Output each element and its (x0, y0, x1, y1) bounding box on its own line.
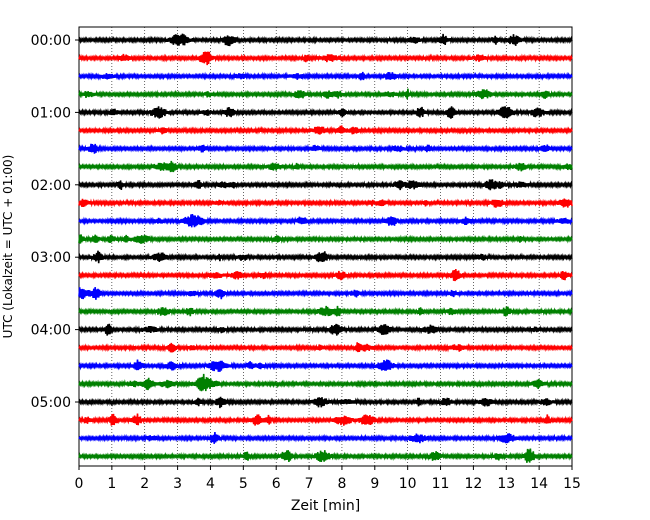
trace-line (78, 448, 573, 463)
x-tick-label: 4 (206, 476, 215, 492)
x-tick-label: 9 (370, 476, 379, 492)
x-tick-label: 2 (140, 476, 149, 492)
trace-line (78, 359, 573, 372)
x-tick-label: 1 (107, 476, 116, 492)
x-tick-label: 6 (272, 476, 281, 492)
y-axis-label: UTC (Lokalzeit = UTC + 01:00) (1, 155, 15, 339)
trace-line (78, 214, 573, 228)
trace-line (78, 33, 573, 47)
trace-line (78, 413, 573, 426)
x-tick-label: 3 (173, 476, 182, 492)
x-tick-label: 5 (239, 476, 248, 492)
grid-layer (111, 27, 540, 466)
plot-frame (78, 26, 573, 467)
trace-line (78, 51, 573, 66)
x-tick-label: 12 (464, 476, 482, 492)
trace-line (78, 373, 573, 392)
trace-line (78, 234, 573, 244)
x-tick-label: 8 (337, 476, 346, 492)
trace-line (78, 71, 573, 81)
trace-line (78, 106, 573, 119)
trace-line (78, 160, 573, 173)
trace-line (78, 198, 573, 208)
trace-line (78, 431, 573, 444)
y-tick-label: 03:00 (31, 250, 71, 266)
y-tick-label: 05:00 (31, 395, 71, 411)
x-axis-label: Zeit [min] (291, 498, 360, 514)
trace-line (78, 323, 573, 336)
trace-line (78, 143, 573, 154)
y-tick-label: 00:00 (31, 33, 71, 49)
x-tick-label: 11 (432, 476, 450, 492)
y-tick-label: 02:00 (31, 178, 71, 194)
y-tick-label: 04:00 (31, 323, 71, 339)
trace-line (78, 125, 573, 136)
trace-line (78, 88, 573, 100)
trace-line (78, 396, 573, 409)
trace-line (78, 287, 573, 300)
trace-line (78, 305, 573, 317)
trace-line (78, 342, 573, 353)
x-tick-label: 14 (530, 476, 548, 492)
x-tick-label: 13 (497, 476, 515, 492)
y-axis: 00:00 01:00 02:00 03:00 04:00 05:00 (31, 33, 79, 411)
x-tick-label: 10 (399, 476, 417, 492)
traces-layer (78, 33, 573, 463)
x-tick-label: 0 (75, 476, 84, 492)
x-tick-label: 7 (305, 476, 314, 492)
trace-line (78, 179, 573, 191)
trace-line (78, 250, 573, 264)
trace-line (78, 268, 573, 282)
x-tick-label: 15 (563, 476, 581, 492)
x-axis: 0 1 2 3 4 5 6 7 8 9 10 11 12 13 14 15 (75, 466, 581, 492)
y-tick-label: 01:00 (31, 105, 71, 121)
